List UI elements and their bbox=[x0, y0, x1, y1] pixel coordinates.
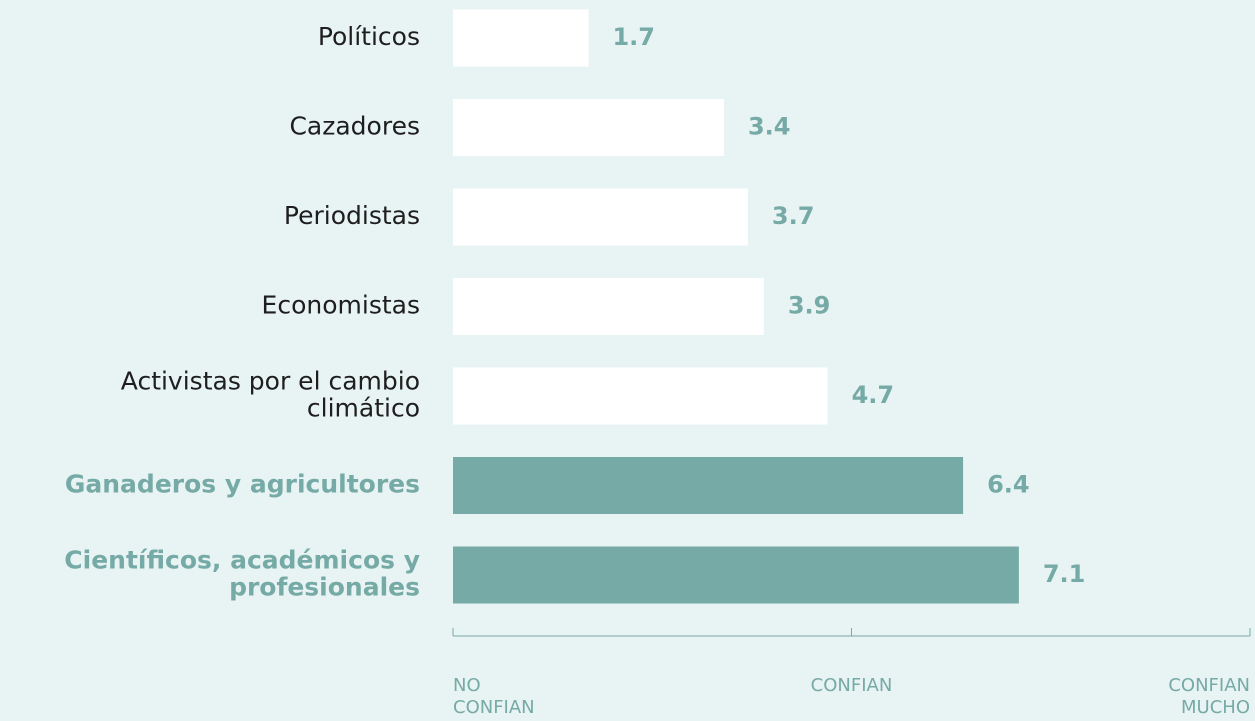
value-label: 3.9 bbox=[788, 292, 831, 320]
x-tick-label: CONFIAN MUCHO bbox=[1168, 675, 1250, 718]
bar bbox=[453, 367, 828, 425]
category-label: Periodistas bbox=[284, 201, 420, 230]
value-label: 7.1 bbox=[1043, 560, 1086, 588]
bar bbox=[453, 278, 764, 335]
category-label: Cazadores bbox=[289, 112, 420, 141]
bar bbox=[453, 546, 1019, 604]
bar bbox=[453, 188, 748, 246]
bar bbox=[453, 99, 724, 156]
value-label: 3.4 bbox=[748, 113, 791, 141]
category-label: Políticos bbox=[318, 22, 420, 51]
value-label: 6.4 bbox=[987, 471, 1030, 499]
x-tick-label: CONFIAN bbox=[811, 675, 893, 696]
category-label: Ganaderos y agricultores bbox=[65, 470, 420, 499]
category-label: Economistas bbox=[262, 291, 420, 320]
bar bbox=[453, 457, 964, 514]
value-label: 3.7 bbox=[772, 202, 815, 230]
category-label: Activistas por el cambio climático bbox=[121, 367, 420, 423]
bar bbox=[453, 9, 589, 67]
x-tick-label: NO CONFIAN bbox=[453, 675, 535, 718]
value-label: 4.7 bbox=[852, 381, 895, 409]
value-label: 1.7 bbox=[612, 23, 655, 51]
category-label: Científicos, académicos y profesionales bbox=[64, 546, 420, 602]
